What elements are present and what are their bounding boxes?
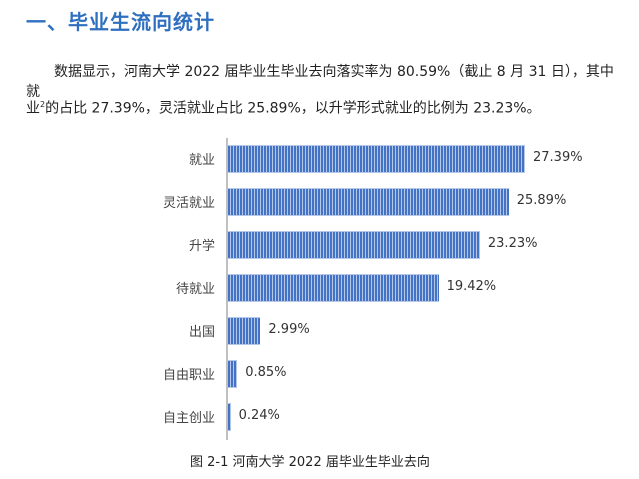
value-label: 19.42% xyxy=(446,279,497,294)
summary-paragraph-line2: 业2的占比 27.39%，灵活就业占比 25.89%，以升学形式就业的比例为 2… xyxy=(26,95,626,119)
category-label: 升学 xyxy=(188,239,215,254)
bar xyxy=(228,317,261,345)
figure-caption: 图 2-1 河南大学 2022 届毕业生毕业去向 xyxy=(190,455,430,470)
category-label: 自主创业 xyxy=(162,411,215,426)
bar-row: 升学 23.23% xyxy=(0,229,639,259)
bar-row: 出国 2.99% xyxy=(0,315,639,345)
bar-row: 自主创业 0.24% xyxy=(0,401,639,431)
bar-row: 自由职业 0.85% xyxy=(0,358,639,388)
text-fragment: 的占比 27.39%，灵活就业占比 25.89%，以升学形式就业的比例为 23.… xyxy=(45,100,541,117)
category-label: 自由职业 xyxy=(162,368,215,383)
bar xyxy=(228,403,231,431)
bar xyxy=(228,360,238,388)
value-label: 2.99% xyxy=(268,322,310,337)
y-axis-line xyxy=(226,138,228,440)
value-label: 0.24% xyxy=(238,408,280,423)
bar-row: 就业 27.39% xyxy=(0,143,639,173)
bar-row: 灵活就业 25.89% xyxy=(0,186,639,216)
value-label: 27.39% xyxy=(533,150,583,165)
footnote-marker: 2 xyxy=(40,100,46,109)
category-label: 灵活就业 xyxy=(162,196,215,211)
section-heading: 一、毕业生流向统计 xyxy=(26,10,215,34)
category-label: 就业 xyxy=(188,153,215,168)
bar xyxy=(228,145,525,173)
category-label: 待就业 xyxy=(175,282,215,297)
bar xyxy=(228,231,480,259)
text-fragment: 业 xyxy=(26,100,40,117)
value-label: 23.23% xyxy=(487,236,538,251)
bar xyxy=(228,188,509,216)
value-label: 25.89% xyxy=(516,193,567,208)
category-label: 出国 xyxy=(188,325,215,340)
bar-row: 待就业 19.42% xyxy=(0,272,639,302)
summary-paragraph-line1: 数据显示，河南大学 2022 届毕业生毕业去向落实率为 80.59%（截止 8 … xyxy=(26,64,614,100)
bar xyxy=(228,274,439,302)
value-label: 0.85% xyxy=(245,365,287,380)
